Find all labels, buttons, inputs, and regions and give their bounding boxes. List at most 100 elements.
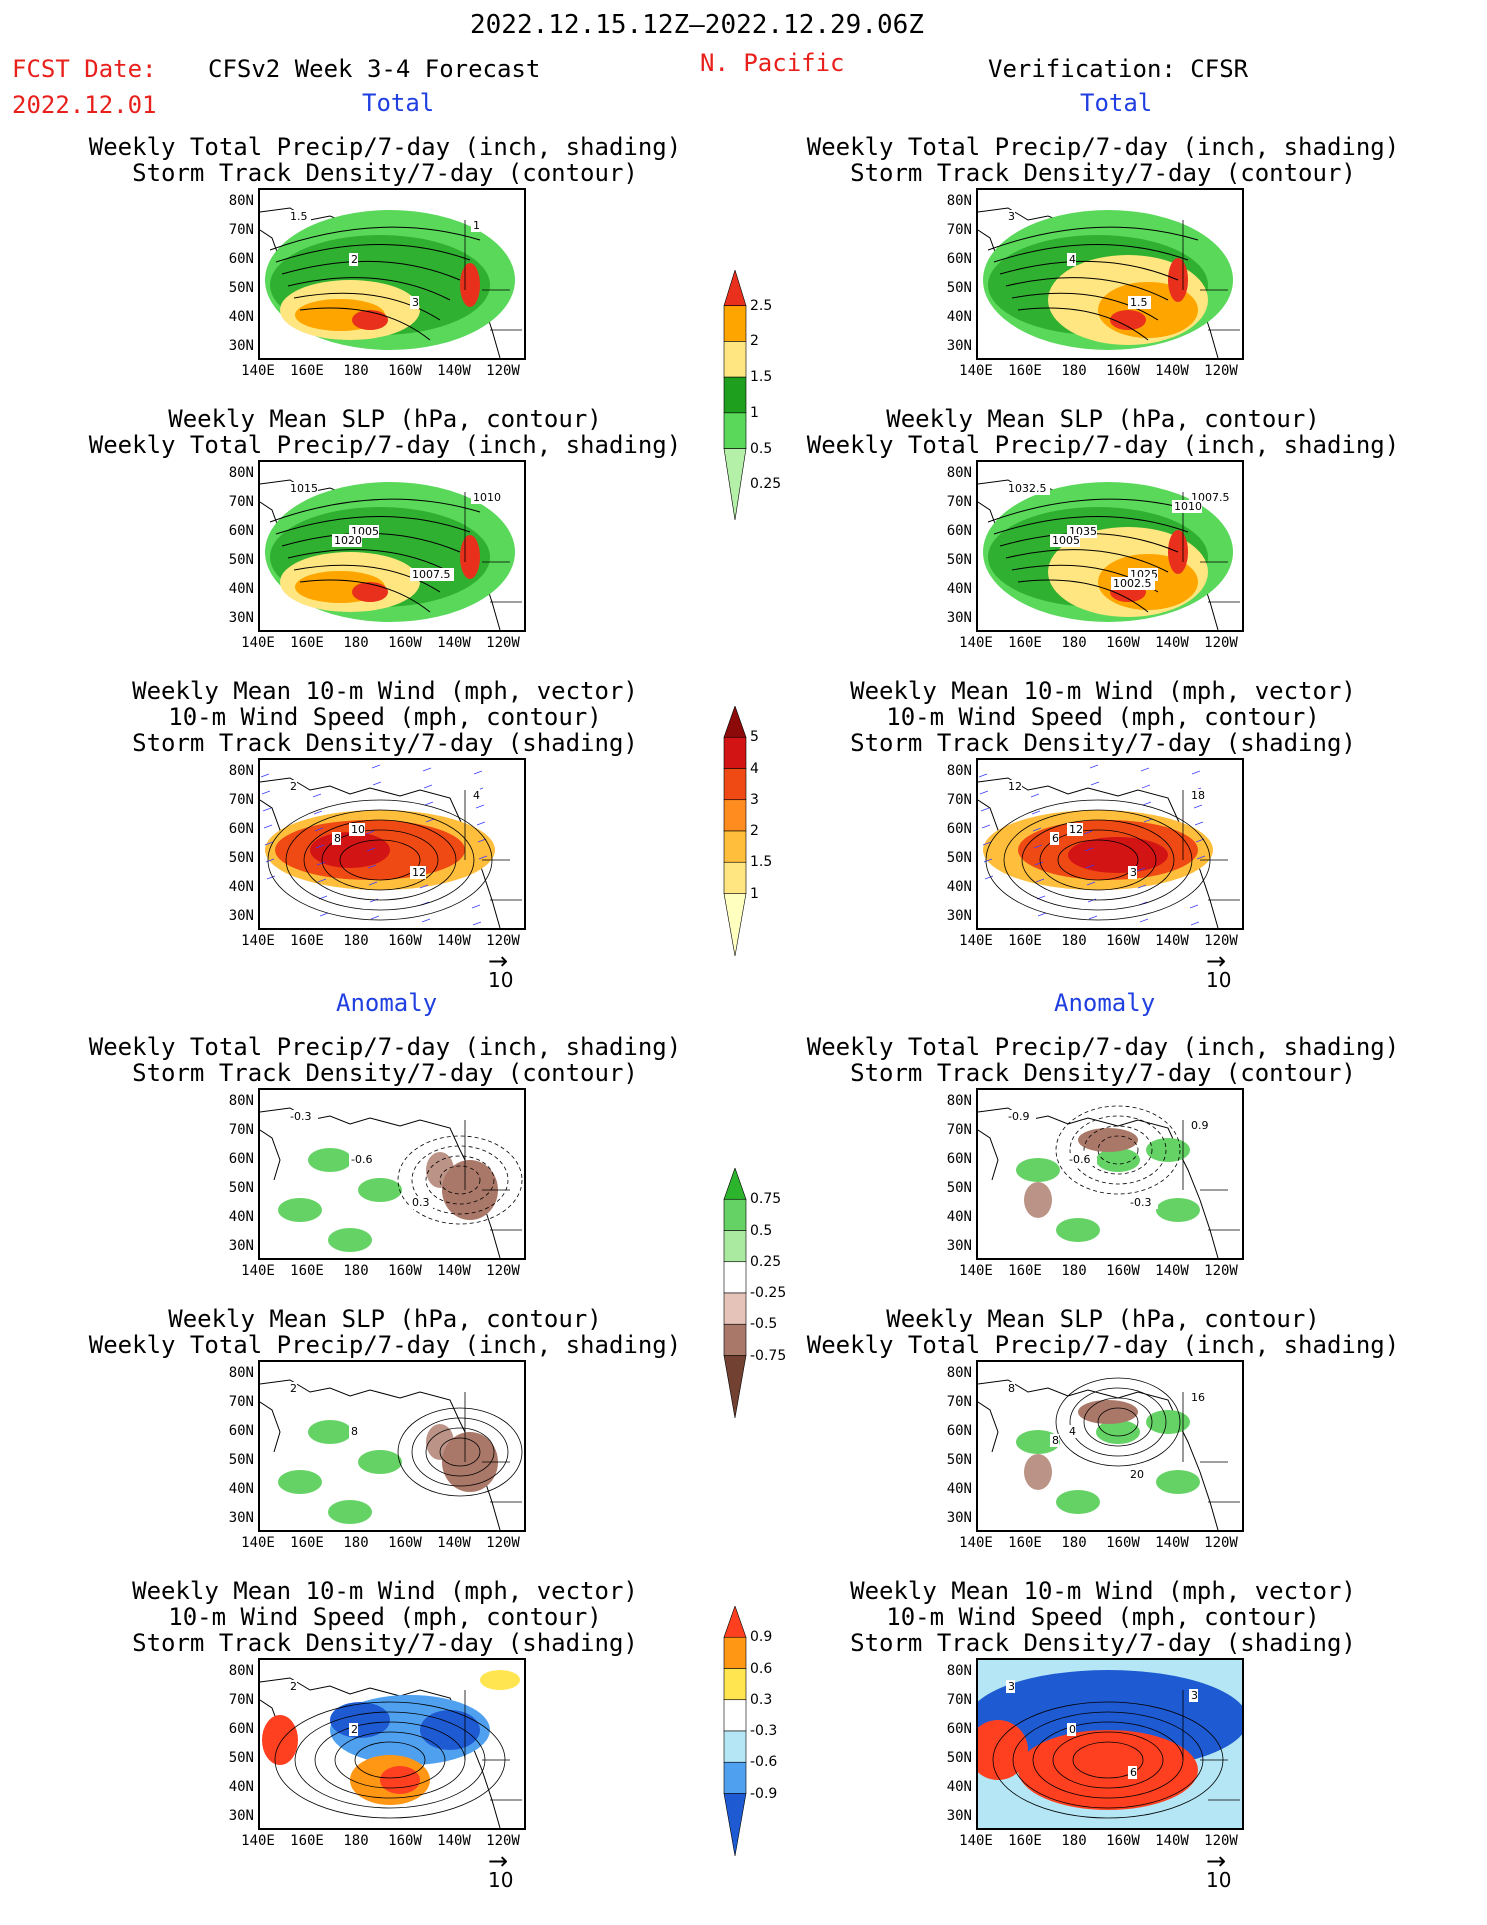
contour-label: 3 bbox=[412, 296, 419, 309]
lat-tick-label: 50N bbox=[946, 280, 972, 296]
lon-tick-label: 140W bbox=[1155, 1535, 1189, 1551]
panel-title-1-1-1: Weekly Total Precip/7-day (inch, shading… bbox=[806, 431, 1400, 459]
map-fcst-total-precip: 1.5 2 3 1 bbox=[258, 188, 526, 360]
colorbar-label: 2.5 bbox=[750, 297, 773, 314]
colorbar-segment bbox=[723, 768, 747, 801]
contour-label: 12 bbox=[1069, 823, 1083, 836]
panel-title-1-0-1: Storm Track Density/7-day (contour) bbox=[850, 159, 1356, 187]
colorbar-segment bbox=[723, 1636, 747, 1669]
lon-tick-label: 140E bbox=[959, 635, 993, 651]
lat-tick-label: 40N bbox=[946, 1779, 972, 1795]
lat-tick-label: 70N bbox=[228, 494, 254, 510]
panel-title-0-5-1: 10-m Wind Speed (mph, contour) bbox=[168, 1603, 602, 1631]
lat-tick-label: 70N bbox=[946, 792, 972, 808]
lat-tick-label: 60N bbox=[228, 1151, 254, 1167]
lon-tick-label: 140W bbox=[1155, 363, 1189, 379]
colorbar-track-total bbox=[723, 706, 747, 957]
lat-tick-label: 60N bbox=[228, 523, 254, 539]
colorbar-label: 1 bbox=[750, 885, 759, 902]
lat-tick-label: 40N bbox=[946, 1209, 972, 1225]
lon-tick-label: 180 bbox=[343, 1833, 369, 1849]
region-title: N. Pacific bbox=[700, 49, 845, 77]
panel-title-0-4-0: Weekly Mean SLP (hPa, contour) bbox=[168, 1305, 602, 1333]
contour-label: 1002.5 bbox=[1113, 577, 1152, 590]
vector-reference-value: 10 bbox=[488, 1868, 514, 1892]
lat-tick-label: 30N bbox=[946, 908, 972, 924]
colorbar-label: 0.3 bbox=[750, 1691, 773, 1708]
lon-tick-label: 160W bbox=[388, 1535, 422, 1551]
lon-tick-label: 160E bbox=[290, 933, 324, 949]
lon-tick-label: 140W bbox=[437, 933, 471, 949]
lat-tick-label: 80N bbox=[946, 193, 972, 209]
lat-tick-label: 60N bbox=[228, 251, 254, 267]
contour-label: 20 bbox=[1130, 1468, 1144, 1481]
lat-tick-label: 80N bbox=[946, 1365, 972, 1381]
colorbar-label: 0.9 bbox=[750, 1629, 773, 1646]
panel-title-1-2-1: 10-m Wind Speed (mph, contour) bbox=[886, 703, 1320, 731]
contour-label: 3 bbox=[1008, 210, 1015, 223]
lon-tick-label: 160E bbox=[1008, 1263, 1042, 1279]
colorbar-segment bbox=[723, 412, 747, 449]
contour-label: 1007.5 bbox=[412, 568, 451, 581]
lat-tick-label: 70N bbox=[946, 1692, 972, 1708]
verification-title: Verification: CFSR bbox=[988, 55, 1249, 83]
lon-tick-label: 160W bbox=[1106, 1263, 1140, 1279]
lon-tick-label: 160E bbox=[1008, 635, 1042, 651]
colorbar-segment bbox=[723, 1198, 747, 1231]
colorbar-label: 0.5 bbox=[750, 1222, 773, 1239]
panel-title-1-3-1: Storm Track Density/7-day (contour) bbox=[850, 1059, 1356, 1087]
colorbar-label: 5 bbox=[750, 729, 759, 746]
contour-label: 2 bbox=[290, 1382, 297, 1395]
lon-tick-label: 140W bbox=[1155, 1263, 1189, 1279]
lon-tick-label: 160W bbox=[388, 635, 422, 651]
panel-title-1-3-0: Weekly Total Precip/7-day (inch, shading… bbox=[806, 1033, 1400, 1061]
lon-tick-label: 120W bbox=[1204, 363, 1238, 379]
lon-tick-label: 180 bbox=[343, 1535, 369, 1551]
colorbar-label: -0.75 bbox=[750, 1347, 787, 1364]
colorbar-segment bbox=[723, 1761, 747, 1794]
lat-tick-label: 40N bbox=[228, 1779, 254, 1795]
contour-label: 8 bbox=[351, 1425, 358, 1438]
panel-title-1-4-0: Weekly Mean SLP (hPa, contour) bbox=[886, 1305, 1320, 1333]
lon-tick-label: 140E bbox=[959, 1263, 993, 1279]
lat-tick-label: 50N bbox=[946, 1750, 972, 1766]
contour-label: 12 bbox=[1008, 780, 1022, 793]
contour-label: 3 bbox=[1008, 1680, 1015, 1693]
contour-label: 1.5 bbox=[1130, 296, 1148, 309]
panel-title-0-1-1: Weekly Total Precip/7-day (inch, shading… bbox=[88, 431, 682, 459]
panel-title-1-1-0: Weekly Mean SLP (hPa, contour) bbox=[886, 405, 1320, 433]
lat-tick-label: 50N bbox=[228, 1180, 254, 1196]
colorbar-precip-anom bbox=[723, 1168, 747, 1419]
lat-tick-label: 40N bbox=[946, 309, 972, 325]
lon-tick-label: 140E bbox=[241, 1263, 275, 1279]
colorbar-segment bbox=[723, 893, 747, 957]
lat-tick-label: 80N bbox=[946, 1093, 972, 1109]
map-fcst-total-wind: 2 10 12 4 8 bbox=[258, 758, 526, 930]
map-cfsr-anom-precip: -0.9 -0.6 -0.3 0.9 bbox=[976, 1088, 1244, 1260]
lon-tick-label: 180 bbox=[1061, 363, 1087, 379]
lon-tick-label: 120W bbox=[486, 933, 520, 949]
lon-tick-label: 120W bbox=[486, 635, 520, 651]
colorbar-segment bbox=[723, 1292, 747, 1325]
lon-tick-label: 180 bbox=[1061, 1263, 1087, 1279]
lat-tick-label: 40N bbox=[228, 1481, 254, 1497]
contour-label: 4 bbox=[473, 789, 480, 802]
colorbar-track-anom bbox=[723, 1606, 747, 1857]
colorbar-segment bbox=[723, 736, 747, 769]
lat-tick-label: 60N bbox=[946, 1423, 972, 1439]
contour-label: 1010 bbox=[1174, 500, 1202, 513]
panel-title-0-3-0: Weekly Total Precip/7-day (inch, shading… bbox=[88, 1033, 682, 1061]
lon-tick-label: 160W bbox=[1106, 635, 1140, 651]
panel-title-1-4-1: Weekly Total Precip/7-day (inch, shading… bbox=[806, 1331, 1400, 1359]
lon-tick-label: 160E bbox=[290, 1535, 324, 1551]
panel-title-1-5-0: Weekly Mean 10-m Wind (mph, vector) bbox=[850, 1577, 1356, 1605]
lat-tick-label: 30N bbox=[946, 338, 972, 354]
lat-tick-label: 60N bbox=[946, 523, 972, 539]
lon-tick-label: 120W bbox=[486, 363, 520, 379]
lon-tick-label: 160E bbox=[1008, 933, 1042, 949]
contour-label: 4 bbox=[1069, 1425, 1076, 1438]
lon-tick-label: 160E bbox=[290, 1833, 324, 1849]
lon-tick-label: 180 bbox=[343, 635, 369, 651]
lon-tick-label: 120W bbox=[1204, 635, 1238, 651]
lon-tick-label: 140E bbox=[959, 1833, 993, 1849]
